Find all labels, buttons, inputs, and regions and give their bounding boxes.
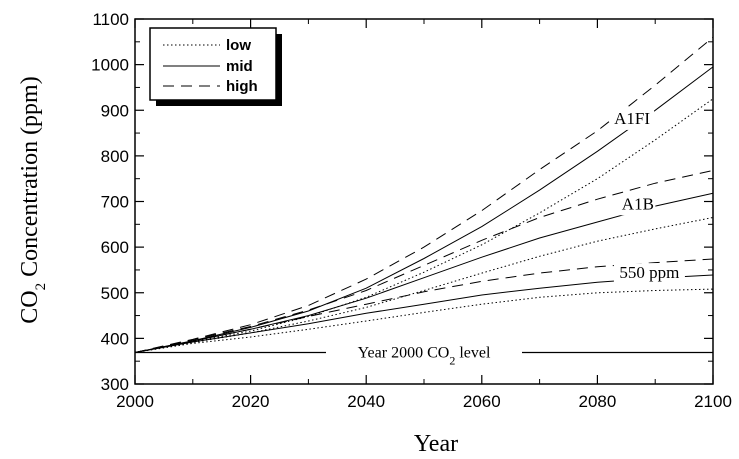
series-label-a1b: A1B: [622, 194, 654, 213]
reference-line-label: Year 2000 CO2 level: [358, 345, 491, 368]
y-axis-title: CO2 Concentration (ppm): [17, 76, 49, 323]
y-tick-label: 700: [101, 193, 129, 212]
y-tick-label: 800: [101, 147, 129, 166]
x-tick-label: 2080: [578, 392, 616, 411]
reference-line-label-post: level: [455, 345, 491, 362]
y-axis-title-subscript: 2: [33, 283, 49, 291]
x-tick-label: 2100: [694, 392, 732, 411]
x-tick-label: 2060: [463, 392, 501, 411]
y-axis: 300 400 500 600 700 800 900 1000 1100: [91, 10, 713, 394]
y-tick-label: 300: [101, 375, 129, 394]
x-tick-label: 2020: [232, 392, 270, 411]
y-axis-title-rest: Concentration (ppm): [17, 76, 43, 283]
series-label-bg-a1b: [620, 194, 656, 216]
y-tick-label: 600: [101, 238, 129, 257]
y-tick-label: 400: [101, 329, 129, 348]
y-tick-label: 500: [101, 284, 129, 303]
x-axis: 2000 2020 2040 2060 2080 2100: [116, 19, 732, 411]
reference-line-label-pre: Year 2000 CO: [358, 345, 450, 362]
reference-line-label-bg: [326, 338, 522, 363]
series-line-a1fi-mid: [134, 66, 714, 353]
series-label-bg-550-ppm: [613, 263, 685, 285]
series-label-bg-a1fi: [610, 108, 655, 130]
series-line-550-ppm-low: [134, 288, 714, 353]
x-axis-title: Year: [414, 431, 458, 457]
y-axis-title-main: CO: [17, 290, 43, 323]
legend-label-high: high: [226, 78, 258, 95]
y-tick-label: 900: [101, 101, 129, 120]
series-label-a1fi: A1FI: [614, 109, 650, 128]
series-line-a1fi-low: [134, 98, 714, 353]
x-tick-label: 2040: [347, 392, 385, 411]
y-tick-label: 1100: [92, 10, 129, 29]
legend-label-mid: mid: [226, 58, 253, 75]
series-label-550-ppm: 550 ppm: [619, 263, 679, 282]
legend-label-low: low: [226, 37, 251, 54]
x-tick-label: 2000: [116, 392, 154, 411]
reference-line-label-subscript: 2: [449, 354, 455, 368]
legend-box: [149, 27, 277, 101]
series-line-a1b-low: [134, 217, 714, 353]
legend: low mid high: [149, 27, 282, 106]
series-line-a1b-high: [134, 170, 714, 353]
plot-area: Year 2000 CO2 level A1FI A1B 550 ppm: [134, 18, 714, 385]
y-tick-label: 1000: [91, 56, 129, 75]
